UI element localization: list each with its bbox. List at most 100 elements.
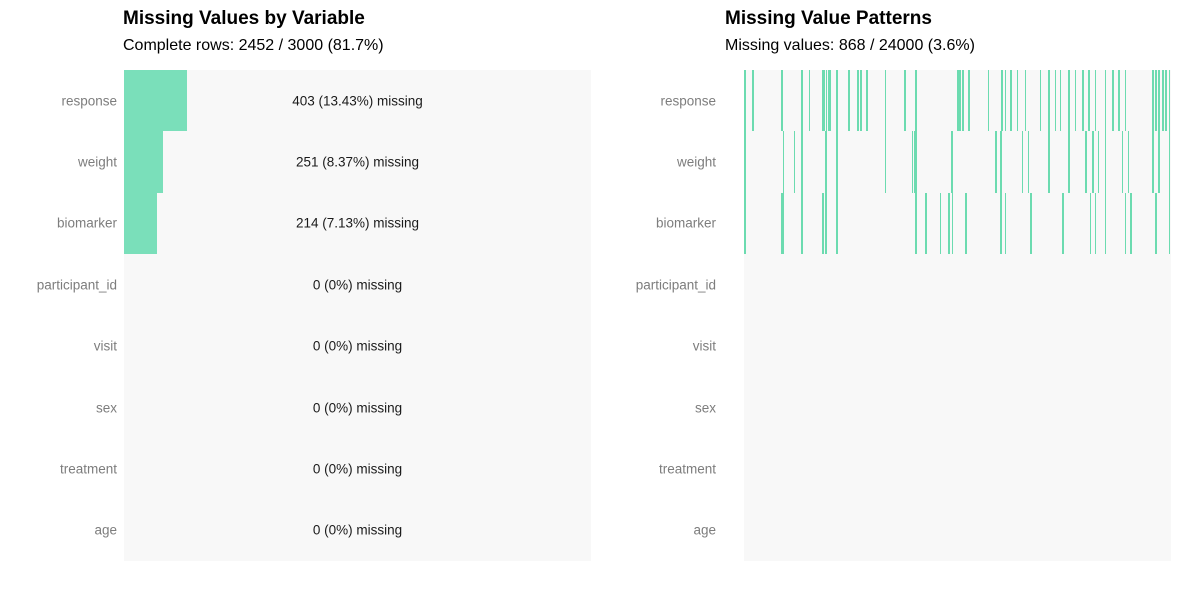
- y-axis-label-treatment: treatment: [658, 461, 716, 477]
- pattern-tick: [939, 192, 942, 255]
- pattern-tick: [1152, 131, 1154, 193]
- pattern-tick: [866, 70, 868, 132]
- pattern-tick: [1048, 131, 1050, 193]
- pattern-tick: [965, 192, 967, 255]
- pattern-tick: [822, 70, 824, 132]
- left-panel-subtitle: Complete rows: 2452 / 3000 (81.7%): [123, 37, 384, 54]
- pattern-tick: [1152, 70, 1154, 132]
- pattern-tick: [1168, 131, 1171, 193]
- pattern-tick: [951, 192, 954, 255]
- pattern-tick: [1089, 192, 1092, 255]
- pattern-tick: [1068, 131, 1070, 193]
- y-axis-label-visit: visit: [692, 338, 716, 354]
- pattern-tick: [1000, 192, 1002, 255]
- pattern-tick: [1158, 70, 1160, 132]
- y-axis-label-sex: sex: [694, 400, 716, 416]
- y-axis-label-age: age: [94, 522, 117, 538]
- pattern-tick: [793, 131, 796, 193]
- pattern-tick: [1097, 131, 1100, 193]
- pattern-tick: [822, 192, 824, 255]
- missing-bar-response: [124, 70, 187, 132]
- pattern-tick: [1048, 70, 1050, 132]
- pattern-tick: [829, 70, 832, 132]
- pattern-tick: [848, 70, 850, 132]
- y-axis-label-weight: weight: [77, 154, 117, 170]
- pattern-tick: [836, 192, 838, 255]
- y-axis-label-response: response: [61, 93, 117, 109]
- pattern-tick: [1054, 70, 1057, 132]
- pattern-tick: [744, 192, 746, 255]
- pattern-tick: [752, 70, 754, 132]
- pattern-tick: [801, 192, 803, 255]
- pattern-tick: [1016, 70, 1019, 132]
- left-y-axis-labels: response weight biomarker participant_id vis…: [0, 70, 117, 561]
- pattern-tick: [913, 131, 916, 193]
- pattern-tick: [1112, 70, 1114, 132]
- y-axis-label-participant_id: participant_id: [36, 277, 117, 293]
- pattern-tick: [857, 70, 859, 132]
- y-axis-label-sex: sex: [95, 400, 117, 416]
- pattern-tick: [1010, 70, 1012, 132]
- pattern-tick: [911, 131, 914, 193]
- pattern-tick: [1001, 70, 1003, 132]
- pattern-tick: [904, 70, 906, 132]
- pattern-tick: [828, 70, 830, 132]
- pattern-tick: [1062, 192, 1064, 255]
- pattern-tick: [915, 70, 917, 132]
- pattern-tick: [801, 131, 803, 193]
- pattern-tick: [1074, 70, 1077, 132]
- y-axis-label-participant_id: participant_id: [635, 277, 716, 293]
- pattern-tick: [962, 70, 964, 132]
- right-panel-subtitle: Missing values: 868 / 24000 (3.6%): [725, 37, 975, 54]
- missing-annotation-response: 403 (13.43%) missing: [292, 93, 423, 109]
- pattern-tick: [836, 131, 838, 193]
- pattern-tick: [801, 70, 803, 132]
- pattern-tick: [744, 131, 746, 193]
- pattern-tick: [987, 70, 990, 132]
- pattern-tick: [968, 70, 970, 132]
- missing-annotation-weight: 251 (8.37%) missing: [295, 154, 420, 170]
- pattern-tick: [884, 131, 887, 193]
- pattern-tick: [925, 192, 927, 255]
- pattern-tick: [1155, 192, 1157, 255]
- pattern-tick: [1082, 70, 1084, 132]
- pattern-tick: [825, 131, 827, 193]
- missing-annotation-sex: 0 (0%) missing: [312, 400, 403, 416]
- pattern-tick: [1024, 70, 1027, 132]
- pattern-tick: [1168, 70, 1171, 132]
- pattern-tick: [1127, 131, 1130, 193]
- pattern-tick: [1021, 131, 1024, 193]
- missing-pattern-plot: [744, 70, 1171, 561]
- pattern-tick: [957, 70, 959, 132]
- pattern-tick: [1088, 70, 1090, 132]
- y-axis-label-treatment: treatment: [59, 461, 117, 477]
- y-axis-label-age: age: [693, 522, 716, 538]
- missing-bar-plot: 403 (13.43%) missing 251 (8.37%) missing 2…: [124, 70, 591, 561]
- pattern-tick: [948, 192, 950, 255]
- right-y-axis-labels: response weight biomarker participant_id vis…: [600, 70, 716, 561]
- pattern-tick: [951, 131, 953, 193]
- missing-annotation-biomarker: 214 (7.13%) missing: [295, 215, 420, 231]
- pattern-tick: [1104, 131, 1107, 193]
- pattern-tick: [1121, 131, 1124, 193]
- pattern-tick: [1118, 70, 1120, 132]
- pattern-tick: [825, 70, 828, 132]
- y-axis-label-biomarker: biomarker: [56, 215, 117, 231]
- missing-annotation-participant_id: 0 (0%) missing: [312, 277, 403, 293]
- pattern-tick: [781, 192, 783, 255]
- pattern-tick: [1085, 131, 1087, 193]
- pattern-tick: [860, 70, 862, 132]
- pattern-tick: [1124, 70, 1127, 132]
- pattern-tick: [915, 131, 917, 193]
- y-axis-label-weight: weight: [676, 154, 716, 170]
- missing-annotation-treatment: 0 (0%) missing: [312, 461, 403, 477]
- y-axis-label-biomarker: biomarker: [655, 215, 716, 231]
- missing-annotation-age: 0 (0%) missing: [312, 522, 403, 538]
- missing-bar-biomarker: [124, 192, 158, 255]
- pattern-tick: [1094, 192, 1097, 255]
- pattern-tick: [995, 131, 997, 193]
- pattern-tick: [1158, 131, 1160, 193]
- pattern-tick: [781, 70, 783, 132]
- pattern-tick: [744, 70, 746, 132]
